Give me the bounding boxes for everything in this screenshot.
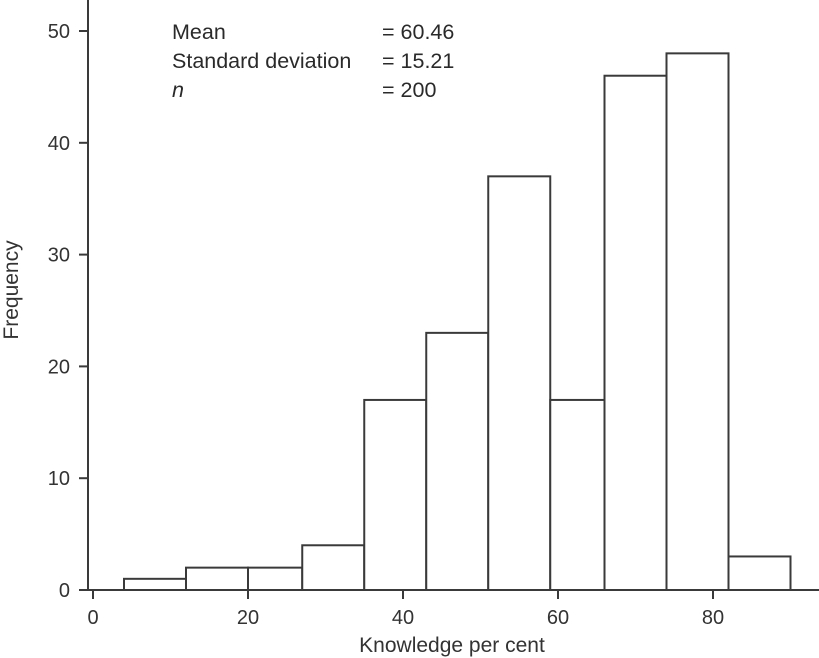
- histogram-bar-3: [301, 544, 366, 592]
- histogram-bar-5: [425, 331, 490, 591]
- histogram-bar-6: [487, 175, 552, 591]
- histogram-bar-0: [123, 577, 187, 592]
- histogram-bar-8: [603, 74, 668, 592]
- histogram-bar-7: [549, 398, 606, 591]
- y-tick-label: 50: [48, 21, 70, 43]
- x-ticks-group: 0 20 40 60 80: [87, 590, 724, 629]
- x-tick-label: 0: [87, 607, 98, 629]
- n-row: n = 200: [172, 76, 454, 105]
- n-value: = 200: [382, 78, 437, 102]
- sd-row: Standard deviation = 15.21: [172, 47, 454, 76]
- y-ticks-group: 0 10 20 30 40 50: [48, 21, 88, 602]
- mean-value: = 60.46: [382, 20, 455, 44]
- histogram-bar-2: [247, 566, 304, 592]
- mean-label: Mean: [172, 20, 226, 44]
- x-tick-label: 60: [547, 607, 569, 629]
- histogram-bar-10: [727, 555, 792, 592]
- y-tick-label: 30: [48, 245, 70, 267]
- y-tick-label: 0: [59, 580, 70, 602]
- mean-row: Mean = 60.46: [172, 18, 454, 47]
- y-tick-label: 40: [48, 133, 70, 155]
- y-tick-label: 20: [48, 356, 70, 378]
- histogram-bar-1: [185, 566, 249, 592]
- x-tick-label: 80: [702, 607, 724, 629]
- sd-value: = 15.21: [382, 49, 455, 73]
- n-label: n: [172, 78, 184, 102]
- y-tick-label: 10: [48, 468, 70, 490]
- y-axis-title: Frequency: [0, 240, 23, 340]
- sd-label: Standard deviation: [172, 49, 352, 73]
- axes-group: [87, 0, 819, 591]
- x-tick-label: 40: [392, 607, 414, 629]
- bars-group: [123, 52, 792, 592]
- histogram-bar-4: [363, 398, 428, 591]
- x-axis-title: Knowledge per cent: [359, 634, 545, 657]
- x-tick-label: 20: [237, 607, 259, 629]
- summary-statistics: Mean = 60.46 Standard deviation = 15.21 …: [172, 18, 454, 105]
- histogram-bar-9: [665, 52, 730, 592]
